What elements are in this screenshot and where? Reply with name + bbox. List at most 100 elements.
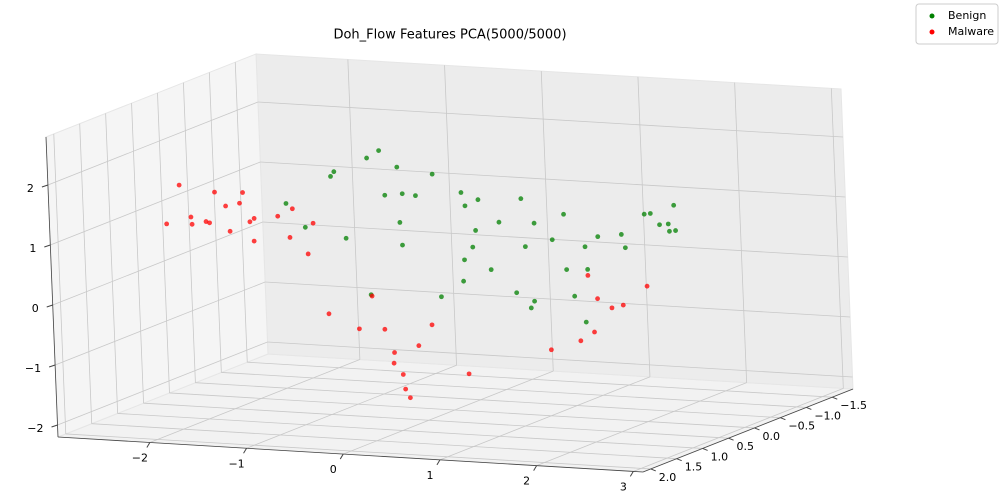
grid-line — [536, 382, 747, 467]
grid-line — [53, 133, 67, 434]
grid-line — [105, 113, 119, 414]
data-point — [356, 326, 362, 332]
data-point — [609, 305, 615, 311]
data-point — [667, 228, 672, 234]
data-point — [549, 237, 555, 243]
grid-line — [47, 101, 259, 186]
data-point — [585, 273, 591, 278]
data-point — [665, 221, 671, 227]
data-point — [369, 293, 375, 299]
tick-mark — [780, 417, 786, 421]
data-point — [382, 326, 388, 332]
tick-mark — [806, 406, 812, 410]
tick-mark — [48, 364, 56, 368]
data-point — [399, 191, 405, 197]
data-point — [223, 203, 228, 209]
data-point — [488, 267, 494, 273]
data-point — [461, 278, 467, 284]
data-point — [400, 372, 406, 377]
data-point — [289, 206, 295, 212]
data-point — [275, 213, 281, 219]
data-point — [622, 245, 628, 251]
data-point — [391, 360, 397, 366]
data-point — [251, 216, 257, 221]
data-point — [382, 192, 388, 198]
grid-line — [734, 82, 748, 383]
tick-mark — [339, 453, 344, 460]
data-point — [188, 214, 194, 220]
data-point — [164, 221, 170, 227]
grid-line — [267, 341, 853, 378]
data-point — [582, 244, 588, 250]
data-point — [400, 242, 405, 248]
tick-mark — [629, 471, 634, 477]
z-tick-label: −2 — [27, 422, 43, 435]
data-point — [331, 169, 337, 175]
data-point — [578, 338, 584, 344]
grid-line — [439, 376, 651, 461]
grid-line — [633, 388, 844, 472]
legend-label: Malware — [948, 25, 994, 38]
data-point — [528, 305, 534, 311]
tick-mark — [650, 468, 656, 472]
grid-line — [79, 123, 93, 424]
data-point — [583, 319, 589, 325]
data-point — [240, 190, 245, 195]
data-point — [305, 251, 311, 257]
z-axis-line — [45, 136, 59, 438]
y-tick-label: 0.0 — [762, 430, 780, 443]
data-point — [496, 219, 502, 225]
y-tick-label: −0.5 — [788, 420, 815, 433]
tick-mark — [754, 427, 760, 431]
data-point — [429, 322, 435, 328]
data-point — [283, 201, 289, 206]
grid-line — [117, 413, 703, 449]
data-point — [212, 189, 217, 195]
data-point — [364, 155, 369, 161]
tick-mark — [533, 465, 538, 471]
data-point — [618, 232, 624, 237]
y-tick-label: 0.5 — [737, 440, 755, 453]
data-point — [595, 234, 601, 240]
tick-mark — [46, 304, 53, 308]
tick-mark — [676, 458, 682, 462]
x-axis-line — [57, 436, 644, 473]
data-point — [561, 211, 566, 217]
grid-line — [131, 103, 144, 404]
tick-mark — [436, 459, 441, 466]
legend-marker — [929, 13, 935, 19]
data-point — [620, 302, 626, 308]
data-point — [466, 371, 472, 377]
tick-mark — [832, 396, 838, 400]
data-point — [376, 148, 382, 154]
data-point — [416, 343, 422, 349]
data-point — [287, 235, 293, 240]
grid-line — [221, 372, 807, 408]
grid-line — [247, 361, 833, 398]
data-point — [397, 220, 403, 225]
tick-mark — [702, 447, 708, 451]
data-point — [475, 197, 481, 203]
data-point — [328, 173, 333, 179]
data-point — [572, 293, 578, 299]
grid-line — [260, 161, 846, 198]
grid-line — [347, 59, 361, 360]
grid-line — [246, 364, 457, 449]
data-point — [518, 196, 524, 202]
grid-line — [540, 71, 554, 372]
x-tick-label: 3 — [620, 480, 627, 493]
points — [164, 148, 678, 401]
data-point — [531, 220, 537, 226]
data-point — [585, 267, 591, 272]
data-point — [644, 283, 650, 289]
axes-panes: −2 −1 0 1 2 3 −1.5−1.0−0.5 0.0 0.5 1.0 1.5 2.0 −2 −1 0… — [25, 53, 867, 493]
data-point — [326, 311, 332, 317]
data-point — [657, 222, 662, 228]
grid-line — [183, 82, 196, 383]
legend-label: Benign — [948, 9, 986, 22]
data-point — [458, 190, 464, 195]
tick-mark — [44, 244, 51, 248]
x-tick-label: 2 — [523, 475, 530, 488]
data-point — [595, 296, 600, 302]
data-point — [462, 203, 468, 209]
